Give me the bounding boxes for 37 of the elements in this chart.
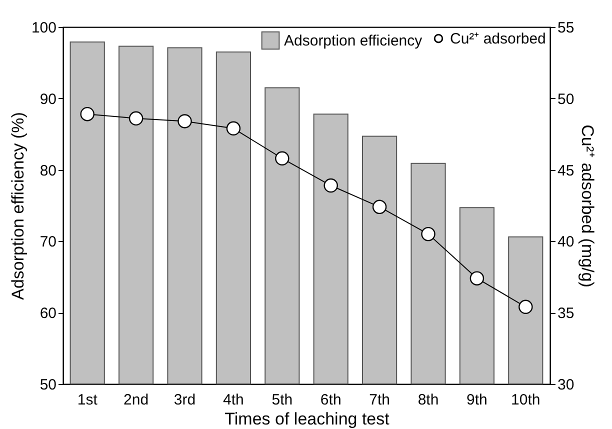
y-tick-label: 50 xyxy=(40,376,56,394)
y2-tick-label: 35 xyxy=(558,305,574,322)
legend-label: Adsorption efficiency xyxy=(284,32,423,50)
point xyxy=(324,178,338,193)
x-tick-label: 1st xyxy=(77,392,98,408)
y2-tick-label: 30 xyxy=(558,376,574,394)
y-tick-label: 80 xyxy=(40,162,56,180)
point xyxy=(178,114,192,128)
point xyxy=(372,200,387,214)
x-tick-label: 9th xyxy=(466,392,488,408)
x-tick-label: 8th xyxy=(418,392,439,408)
point xyxy=(518,300,533,314)
y-axis-title: Adsorption efficiency (%) xyxy=(8,112,28,300)
point xyxy=(80,107,94,122)
x-tick-label: 6th xyxy=(320,392,342,408)
y2-tick-label: 55 xyxy=(558,20,574,36)
y2-axis-title: Cu²⁺ adsorbed (mg/g) xyxy=(578,124,598,288)
point xyxy=(226,121,241,136)
y2-tick-label: 40 xyxy=(558,234,574,251)
point xyxy=(275,151,290,166)
y-tick-label: 100 xyxy=(31,20,56,36)
point xyxy=(421,226,436,242)
x-tick-label: 3rd xyxy=(174,392,196,408)
point xyxy=(470,271,484,286)
y2-tick-label: 50 xyxy=(558,90,574,108)
x-tick-label: 5th xyxy=(272,392,293,408)
x-tick-label: 7th xyxy=(369,392,390,408)
y-tick-label: 90 xyxy=(40,90,56,108)
point xyxy=(128,111,144,126)
y-tick-label: 60 xyxy=(40,305,56,322)
x-axis-title: Times of leaching test xyxy=(224,410,390,428)
x-tick-label: 10th xyxy=(511,392,540,408)
x-tick-label: 4th xyxy=(223,392,244,408)
y2-tick-label: 45 xyxy=(558,162,574,180)
legend-label: Cu²⁺ adsorbed xyxy=(450,30,546,48)
x-tick-label: 2nd xyxy=(124,392,149,408)
y-tick-label: 70 xyxy=(40,234,56,251)
